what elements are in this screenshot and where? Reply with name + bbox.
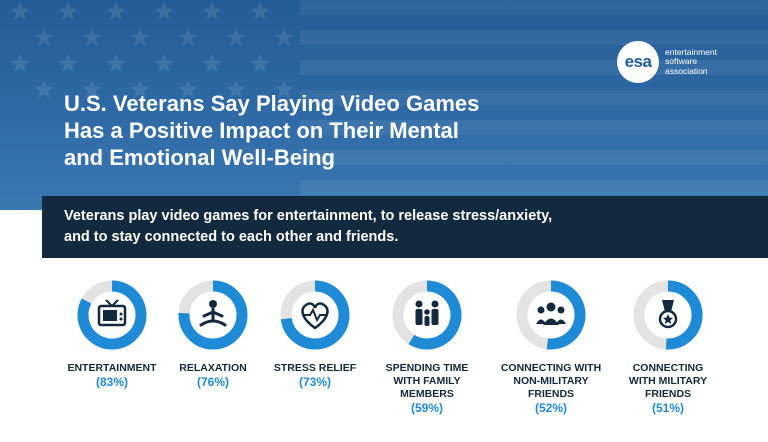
flag-star-icon [58,54,78,73]
flag-star-icon [250,54,270,73]
percent-label: (59%) [410,401,443,415]
logo-line: entertainment [665,46,717,57]
flag-stripe [300,0,768,15]
category-label-line: CONNECTING [632,362,704,374]
donut-item: SPENDING TIME WITH FAMILY MEMBERS (59%) [352,280,502,416]
title-line: and Emotional Well-Being [64,145,335,170]
flag-star-icon [106,54,126,73]
donut-value-arc [408,280,462,350]
category-label: STRESS RELIEF [240,362,390,375]
flag-star-icon [154,54,174,73]
banner-text: Veterans play video games for entertainm… [64,206,746,248]
flag-stripe [300,120,768,135]
flag-star-icon [130,80,150,99]
donut-item: CONNECTING WITH NON-MILITARY FRIENDS (52%) [476,280,626,416]
donut-item: STRESS RELIEF (73%) [240,280,390,390]
flag-star-icon [58,2,78,21]
logo-wordmark: entertainment software association [665,46,717,77]
percent-label: (51%) [651,401,684,415]
category-label-line: MEMBERS [400,388,454,400]
flag-stripe [300,180,768,195]
title-line: Has a Positive Impact on Their Mental [64,118,459,143]
donut-wrapper [178,280,248,350]
flag-star-icon [82,80,102,99]
family-icon [407,295,447,335]
donut-chart-grid: ENTERTAINMENT (83%) RELAXATION (76%) STRESS … [0,280,768,442]
percent-label: (76%) [196,375,229,389]
donut-chart [392,280,462,350]
category-label-line: CONNECTING WITH [500,362,602,374]
donut-value-arc [77,280,147,350]
flag-star-icon [10,54,30,73]
flag-star-icon [274,80,294,99]
page-title: U.S. Veterans Say Playing Video Games Ha… [64,90,584,171]
category-label-line: FRIENDS [527,388,575,400]
flag-star-icon [202,2,222,21]
flag-star-icon [106,2,126,21]
flag-star-icon [226,80,246,99]
subtitle-banner: Veterans play video games for entertainm… [42,196,768,258]
category-label-line: WITH FAMILY [393,375,461,387]
percent-label: (73%) [298,375,331,389]
donut-value-arc [280,280,350,350]
flag-star-icon [250,2,270,21]
tv-icon [92,295,132,335]
medal-icon [648,295,688,335]
logo-line: software [665,56,698,67]
logo-mark: esa [617,41,659,83]
percent-label: (83%) [95,375,128,389]
flag-star-icon [202,54,222,73]
category-label: SPENDING TIME WITH FAMILY MEMBERS [352,362,502,401]
flag-stripe [300,90,768,105]
banner-line: Veterans play video games for entertainm… [64,208,553,224]
category-label: RELAXATION [138,362,288,375]
flag-stripe [300,30,768,45]
category-label: CONNECTING WITH MILITARY FRIENDS [593,362,743,401]
donut-value-arc [546,280,586,350]
donut-wrapper [77,280,147,350]
flag-star-icon [178,80,198,99]
category-label-line: FRIENDS [644,388,692,400]
flag-star-icon [82,28,102,47]
flag-background [10,0,768,195]
flag-star-icon [34,28,54,47]
flag-star-icon [10,2,30,21]
category-label-line: ENTERTAINMENT [67,362,157,374]
donut-wrapper [392,280,462,350]
meditation-icon [193,295,233,335]
esa-logo: esa entertainment software association [617,41,717,83]
donut-chart [516,280,586,350]
category-label: CONNECTING WITH NON-MILITARY FRIENDS [476,362,626,401]
donut-wrapper [516,280,586,350]
title-line: U.S. Veterans Say Playing Video Games [64,91,480,116]
donut-item: CONNECTING WITH MILITARY FRIENDS (51%) [593,280,743,416]
donut-item: RELAXATION (76%) [138,280,288,390]
donut-value-arc [665,280,703,350]
category-label-line: RELAXATION [179,362,247,374]
flag-star-icon [226,28,246,47]
donut-wrapper [280,280,350,350]
hero-banner: U.S. Veterans Say Playing Video Games Ha… [0,0,768,210]
donut-wrapper [633,280,703,350]
flag-star-icon [178,28,198,47]
category-label-line: NON-MILITARY [513,375,589,387]
percent-label: (52%) [534,401,567,415]
donut-item: ENTERTAINMENT (83%) [37,280,187,390]
flag-star-icon [154,2,174,21]
logo-line: association [665,65,708,76]
flag-star-icon [274,28,294,47]
banner-line: and to stay connected to each other and … [64,229,399,245]
heart-pulse-icon [295,295,335,335]
donut-value-arc [178,280,248,350]
category-label-line: SPENDING TIME [385,362,469,374]
flag-stripe [300,150,768,165]
category-label-line: WITH MILITARY [628,375,708,387]
flag-star-icon [130,28,150,47]
category-label-line: STRESS RELIEF [273,362,357,374]
flag-star-icon [34,80,54,99]
category-label: ENTERTAINMENT [37,362,187,375]
group-icon [531,295,571,335]
